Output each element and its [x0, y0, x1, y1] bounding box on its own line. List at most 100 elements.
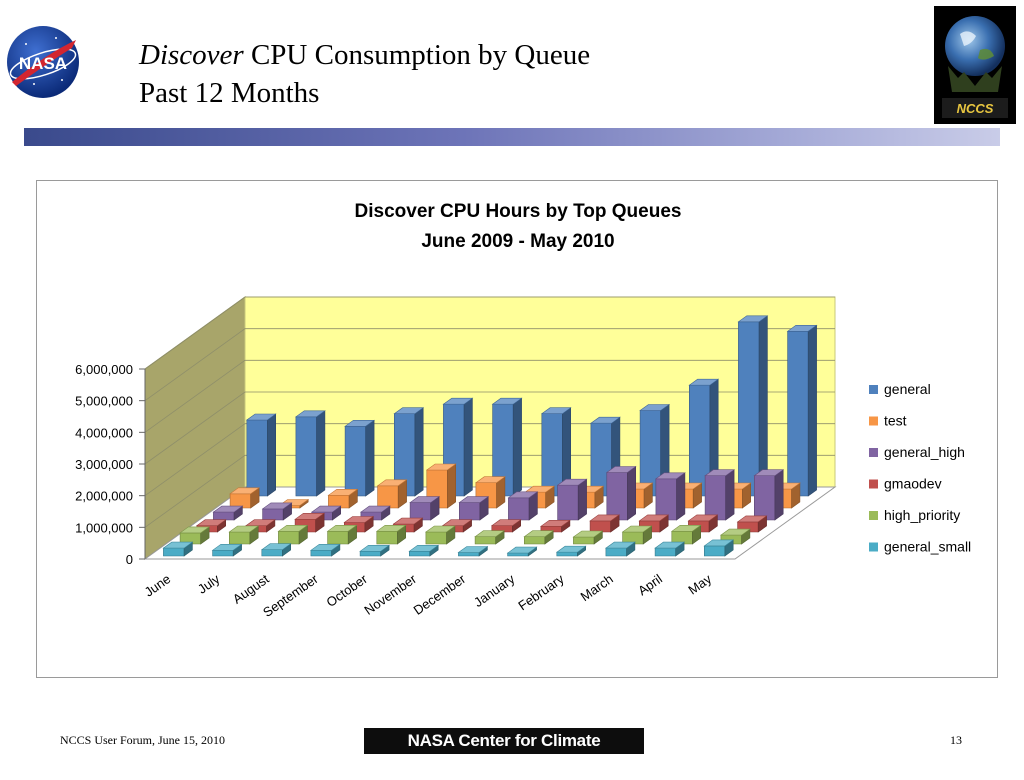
y-tick-label: 1,000,000	[75, 520, 133, 535]
bar-top	[753, 469, 785, 477]
bar-front	[753, 475, 776, 521]
bar	[458, 496, 490, 521]
bar-top	[162, 541, 194, 549]
bar	[408, 544, 440, 557]
bar-top	[474, 530, 506, 538]
bar-front	[523, 536, 546, 545]
bar-side	[447, 463, 457, 509]
bar-side	[512, 397, 522, 497]
bar	[327, 488, 359, 509]
bar-side	[676, 472, 686, 521]
bar-front	[359, 550, 382, 557]
bar-top	[211, 543, 243, 551]
bar-top	[260, 543, 292, 551]
bar-front	[212, 549, 234, 557]
bar	[506, 546, 538, 557]
x-tick-label: April	[635, 571, 665, 598]
bar	[162, 541, 194, 557]
bar-front	[261, 549, 283, 557]
bar-front	[654, 547, 677, 557]
bar-top	[327, 488, 359, 496]
y-tick-label: 2,000,000	[75, 489, 133, 504]
bar-front	[573, 536, 595, 545]
legend-swatch	[869, 416, 878, 426]
bar-top	[506, 546, 538, 554]
legend-label: general_small	[884, 539, 971, 555]
bar-front	[408, 550, 431, 557]
legend-label: general	[884, 381, 931, 397]
x-tick-label: July	[195, 571, 223, 597]
gridline	[144, 328, 835, 402]
bar-side	[774, 469, 784, 521]
bar	[474, 530, 506, 545]
bar-front	[295, 416, 317, 497]
bar-top	[393, 407, 425, 414]
x-tick-label: November	[361, 571, 419, 618]
slide-title-line-1: Discover CPU Consumption by Queue	[139, 36, 590, 74]
bar	[424, 525, 456, 545]
bar-front	[787, 331, 809, 497]
bar	[786, 324, 818, 497]
bar-top	[719, 528, 751, 536]
bar-top	[441, 519, 473, 527]
bar	[540, 407, 572, 497]
bar	[261, 502, 293, 521]
bar-top	[244, 519, 276, 527]
bar-side	[316, 410, 326, 497]
bar-top	[294, 410, 326, 418]
bar	[211, 543, 243, 557]
nccs-logo: NCCS	[934, 6, 1016, 124]
bar-top	[490, 519, 522, 527]
bar	[277, 524, 309, 545]
legend-label: general_high	[884, 444, 965, 460]
bar-front	[344, 426, 367, 497]
bar	[654, 472, 686, 521]
bar	[179, 526, 211, 545]
bar	[212, 505, 244, 521]
header-bar	[24, 128, 1000, 146]
chart-title: Discover CPU Hours by Top Queues	[355, 201, 682, 222]
bar-top	[540, 407, 572, 414]
bar-top	[392, 517, 424, 525]
bar-top	[359, 544, 391, 552]
legend-label: gmaodev	[884, 476, 942, 492]
x-tick-label: September	[260, 571, 321, 620]
bar-side	[577, 478, 587, 521]
legend-label: test	[884, 413, 907, 429]
bar-front	[507, 552, 529, 557]
bar-top	[670, 524, 702, 532]
nasa-logo-text: NASA	[19, 54, 67, 73]
bar-top	[638, 514, 670, 522]
bar-front	[605, 547, 627, 557]
bar	[425, 463, 457, 509]
footer-logo: NASA Center for Climate Simulation	[364, 728, 644, 776]
bar	[457, 545, 489, 557]
bar-side	[725, 469, 735, 521]
y-tick-label: 5,000,000	[75, 394, 133, 409]
chart-subtitle: June 2009 - May 2010	[421, 231, 614, 252]
bar-front	[262, 508, 284, 521]
bar-front	[213, 511, 235, 521]
chart-frame: Discover CPU Hours by Top Queues June 20…	[36, 180, 998, 678]
slide-title: Discover CPU Consumption by Queue Past 1…	[139, 36, 590, 112]
bar	[409, 496, 441, 521]
bar-side	[463, 397, 473, 497]
bar	[376, 479, 408, 509]
bar-top	[457, 546, 489, 553]
bar-top	[539, 519, 571, 527]
bar	[670, 524, 702, 545]
bar-top	[326, 524, 358, 532]
slide-title-rest: CPU Consumption by Queue	[243, 39, 591, 71]
bar-front	[508, 497, 530, 521]
bar-top	[309, 543, 341, 551]
bar-top	[458, 496, 490, 503]
bar	[736, 515, 768, 533]
y-tick-label: 0	[126, 552, 133, 567]
bar	[523, 530, 555, 545]
bar-front	[738, 321, 760, 497]
bar	[638, 514, 670, 533]
x-tick-label: August	[230, 571, 272, 607]
legend-swatch	[869, 385, 878, 394]
bar	[507, 491, 539, 521]
bar	[491, 397, 523, 497]
